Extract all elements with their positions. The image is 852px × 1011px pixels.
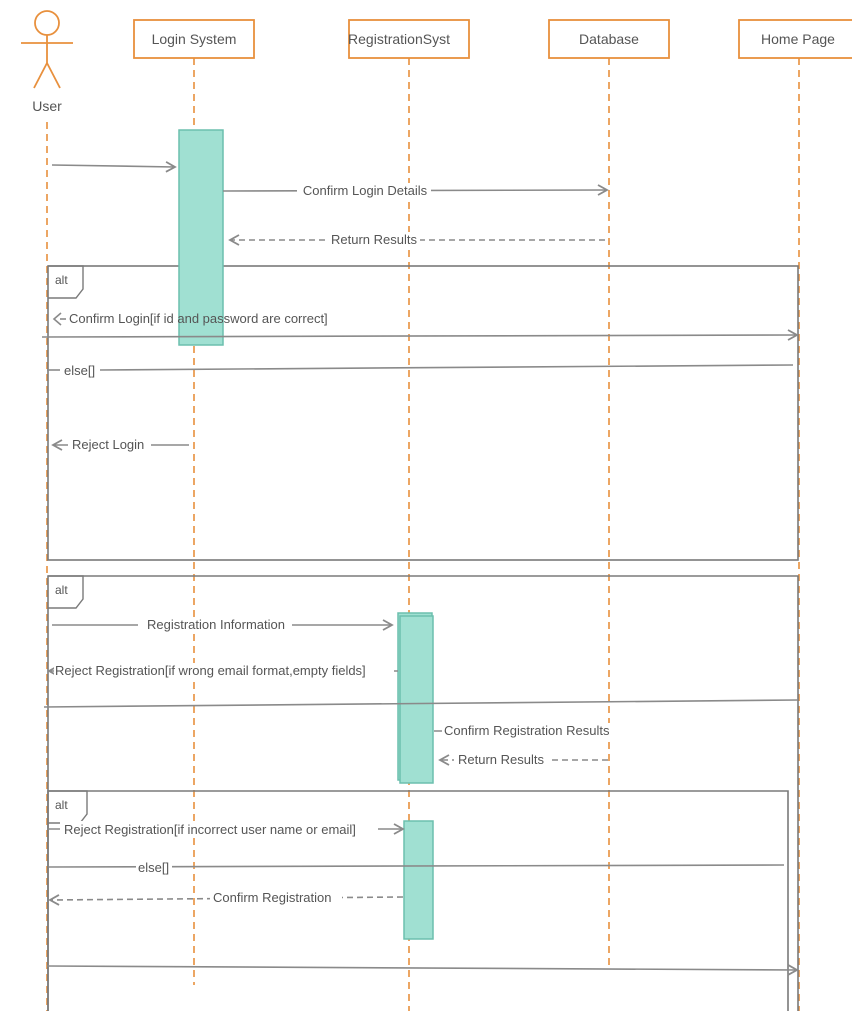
activation-registration-2[interactable] (403, 820, 434, 940)
label-return-results-2: Return Results (458, 752, 544, 767)
message-else-line[interactable] (99, 364, 794, 371)
label-else-1: else[] (64, 363, 95, 378)
message-final-to-homepage-arrow[interactable] (46, 964, 799, 976)
activation-registration-1[interactable] (399, 615, 434, 784)
lifeline-label: Login System (152, 31, 237, 47)
frame-tag: alt (55, 583, 68, 597)
message-confirm-registration-arrow[interactable] (48, 894, 404, 906)
alt-frame-registration-check[interactable]: alt (47, 790, 789, 1011)
label-reject-login: Reject Login (72, 437, 144, 452)
lifeline-label: RegistrationSyst (348, 31, 450, 47)
label-confirm-registration: Confirm Registration (213, 890, 332, 905)
frame-tag: alt (55, 273, 68, 287)
message-labels: Confirm Login Details Return Results Con… (54, 183, 618, 906)
lifeline-header-registration-system[interactable]: RegistrationSyst (348, 19, 470, 59)
label-confirm-login: Confirm Login[if id and password are cor… (69, 311, 328, 326)
message-to-home-page-arrow[interactable] (41, 329, 799, 341)
lifeline-header-home-page[interactable]: Home Page (738, 19, 852, 59)
activation-login-system[interactable] (178, 129, 224, 346)
actor-head-icon (34, 10, 60, 36)
alt-frame-login[interactable]: alt (47, 265, 799, 561)
frame-tag: alt (55, 798, 68, 812)
lifeline-label: Home Page (761, 31, 835, 47)
label-confirm-registration-results: Confirm Registration Results (444, 723, 610, 738)
label-reject-registration-2: Reject Registration[if incorrect user na… (64, 822, 356, 837)
lifeline-header-login-system[interactable]: Login System (133, 19, 255, 59)
lifeline-label: Database (579, 31, 639, 47)
message-confirm-login-head-icon (52, 312, 62, 326)
user-actor[interactable] (21, 10, 73, 89)
label-else-2: else[] (138, 860, 169, 875)
message-registration-to-homepage-line[interactable] (43, 699, 799, 708)
label-return-results: Return Results (331, 232, 417, 247)
message-login-request-arrow[interactable] (51, 161, 177, 173)
activation-bars (178, 129, 434, 940)
lifeline-header-database[interactable]: Database (548, 19, 670, 59)
label-registration-information: Registration Information (147, 617, 285, 632)
label-reject-registration-1: Reject Registration[if wrong email forma… (55, 663, 366, 678)
user-actor-label: User (32, 98, 62, 114)
label-confirm-login-details: Confirm Login Details (303, 183, 428, 198)
